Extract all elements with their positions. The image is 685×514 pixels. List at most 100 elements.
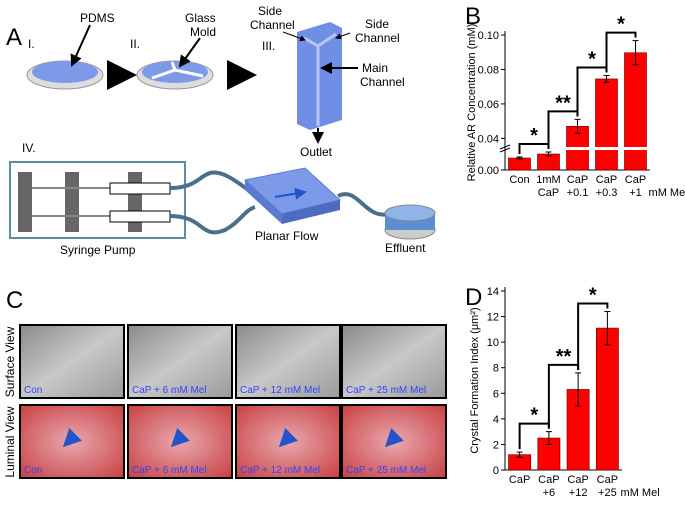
x-tick-label: CaP: [567, 474, 588, 486]
bar: [508, 157, 531, 171]
y-axis-title: Relative AR Concentration (mM): [466, 24, 478, 182]
label: Side Channel: [250, 4, 295, 32]
label: Main Channel: [360, 61, 405, 89]
label: Effluent: [385, 241, 426, 255]
error-bar: [604, 310, 611, 346]
x-suffix: mM Mel: [649, 187, 685, 199]
bar: [624, 52, 647, 171]
label: Channel: [360, 75, 405, 89]
error-bar: [575, 372, 582, 407]
error-bar: [632, 40, 639, 66]
caption: CaP + 12 mM Mel: [240, 465, 320, 476]
label: Planar Flow: [255, 229, 319, 243]
planar-flow-side: [282, 200, 340, 224]
micrograph: [341, 324, 447, 399]
y-tick-label: 0: [493, 465, 499, 477]
channels: [303, 32, 337, 126]
pointer-arrow: [170, 428, 190, 448]
label: Channel: [250, 18, 295, 32]
micrograph: [19, 404, 125, 479]
syringe: [109, 210, 171, 223]
bar: [595, 327, 619, 471]
significance-mark: *: [530, 405, 538, 427]
significance-mark: *: [589, 284, 597, 306]
y-tick-label: 8: [493, 363, 499, 375]
y-tick-label: 0.04: [478, 133, 499, 145]
caption: CaP + 6 mM Mel: [132, 465, 207, 476]
planar-flow-side: [245, 180, 282, 224]
panel-label: A: [6, 24, 22, 51]
significance-mark: **: [556, 346, 572, 368]
label: Outlet: [300, 145, 333, 159]
y-tick-label: 10: [487, 337, 499, 349]
y-tick-label: 0.00: [478, 165, 499, 177]
y-tick-label: 0.10: [478, 30, 499, 42]
significance-mark: *: [588, 48, 596, 70]
y-tick-label: 6: [493, 388, 499, 400]
effluent-top: [384, 204, 436, 222]
panel-label: D: [465, 284, 482, 311]
caption: Con: [24, 465, 42, 476]
axis-break-mark: [499, 144, 511, 153]
y-tick-label: 0.08: [478, 64, 499, 76]
step-label: I.: [28, 37, 35, 51]
significance-bracket: [577, 302, 609, 370]
row-label: Surface View: [3, 326, 17, 397]
pump-part: [18, 172, 32, 232]
error-bar: [516, 451, 523, 458]
label: Syringe Pump: [60, 243, 136, 257]
x-tick-label: CaP: [567, 174, 588, 186]
panel-label: B: [465, 3, 481, 30]
caption: Con: [24, 385, 42, 396]
x-tick-label: +0.3: [596, 187, 618, 199]
x-tick-label: +12: [569, 487, 588, 499]
y-tick-label: 0.06: [478, 99, 499, 111]
row-label: Luminal View: [3, 406, 17, 477]
pdms: [142, 61, 208, 83]
x-tick-label: Con: [509, 174, 529, 186]
x-tick-label: CaP: [509, 474, 530, 486]
x-tick-label: +6: [543, 487, 556, 499]
label: PDMS: [80, 11, 115, 25]
arrow: [178, 37, 201, 68]
arrow: [335, 32, 351, 40]
x-tick-label: CaP: [538, 474, 559, 486]
caption: CaP + 25 mM Mel: [346, 385, 426, 396]
label: Main: [362, 61, 388, 75]
panel-c: Surface View Luminal View: [3, 326, 17, 477]
bar: [595, 78, 618, 171]
label: Side Channel: [355, 17, 400, 45]
pdms: [32, 61, 98, 83]
panel-label: C: [6, 287, 23, 314]
significance-mark: *: [617, 14, 625, 36]
micrograph: [19, 324, 125, 399]
flow-arrow: [274, 187, 307, 200]
pointer-arrow: [384, 428, 404, 448]
significance-bracket: [605, 31, 637, 73]
panel-a: I. II. III. IV. PDMS Glass Mold Side Chann…: [9, 4, 436, 257]
pump-part: [128, 172, 142, 232]
error-bar: [603, 74, 610, 83]
label: Side: [365, 17, 389, 31]
micrograph: [235, 324, 341, 399]
axis-break: [506, 147, 651, 150]
arrow: [70, 24, 91, 67]
y-tick-label: 14: [487, 286, 499, 298]
x-tick-label: 1mM: [536, 174, 560, 186]
arrow: [282, 31, 306, 42]
significance-mark: **: [555, 92, 571, 114]
x-suffix: mM Mel: [621, 487, 660, 499]
pump-part: [65, 172, 79, 232]
error-bar: [516, 156, 523, 160]
mold: [151, 61, 204, 80]
y-axis-title: Crystal Formation Index (μm²): [469, 307, 481, 453]
x-tick-label: CaP: [538, 187, 559, 199]
label: Glass: [185, 11, 216, 25]
syringe-pump: [9, 161, 186, 239]
pointer-arrow: [62, 428, 82, 448]
y-tick-label: 2: [493, 439, 499, 451]
x-tick-label: CaP: [597, 474, 618, 486]
x-tick-label: +0.1: [567, 187, 589, 199]
y-tick-label: 12: [487, 312, 499, 324]
